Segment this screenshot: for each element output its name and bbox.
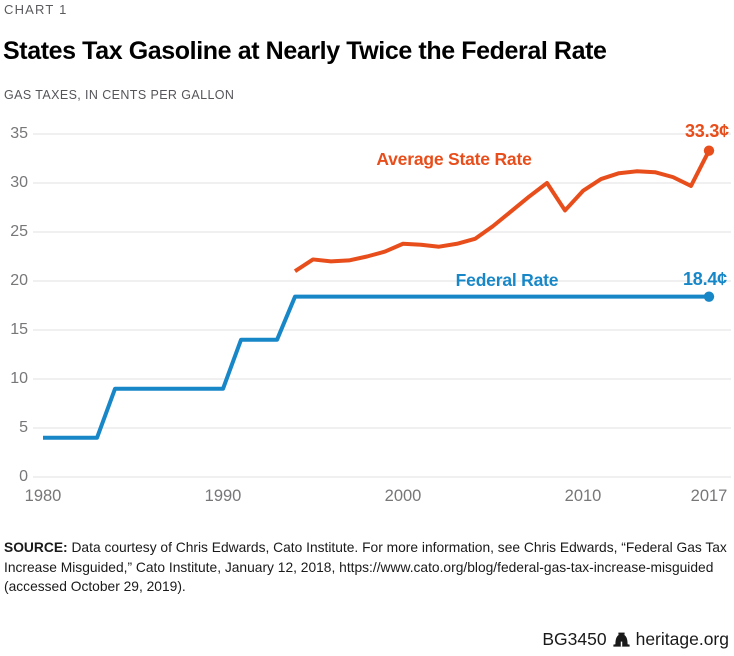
state-rate-end-value: 33.3¢ [684,121,729,141]
x-tick-label: 2017 [690,487,728,505]
federal-rate-series-label: Federal Rate [455,270,559,290]
y-tick-label: 15 [10,321,28,338]
y-tick-label: 5 [19,419,28,436]
x-tick-label: 2000 [384,487,422,505]
y-tick-label: 0 [19,468,28,485]
federal-rate-end-dot [703,291,715,302]
y-tick-label: 30 [10,174,28,191]
y-tick-label: 20 [10,272,28,289]
federal-rate-line [43,294,709,440]
state-rate-line [293,149,711,273]
x-tick-label: 1990 [204,487,242,505]
y-tick-label: 35 [10,125,28,142]
y-tick-label: 25 [10,223,28,240]
source-text: Data courtesy of Chris Edwards, Cato Ins… [4,540,727,595]
chart-units-label: GAS TAXES, IN CENTS PER GALLON [4,88,235,102]
source-note: SOURCE: Data courtesy of Chris Edwards, … [4,538,734,597]
chart-kicker: CHART 1 [4,2,68,17]
x-tick-label: 1980 [24,487,62,505]
heritage-bell-icon [612,632,630,648]
report-id: BG3450 [542,629,607,649]
footer: BG3450 heritage.org [542,629,729,650]
state-rate-end-dot [703,145,715,156]
page-title: States Tax Gasoline at Nearly Twice the … [3,37,607,65]
federal-rate-end-value: 18.4¢ [682,269,727,289]
site-name: heritage.org [635,629,729,649]
x-tick-label: 2010 [564,487,602,505]
gas-tax-line-chart [33,133,731,478]
state-rate-series-label: Average State Rate [376,149,532,169]
y-tick-label: 10 [10,370,28,387]
source-label: SOURCE: [4,540,68,555]
